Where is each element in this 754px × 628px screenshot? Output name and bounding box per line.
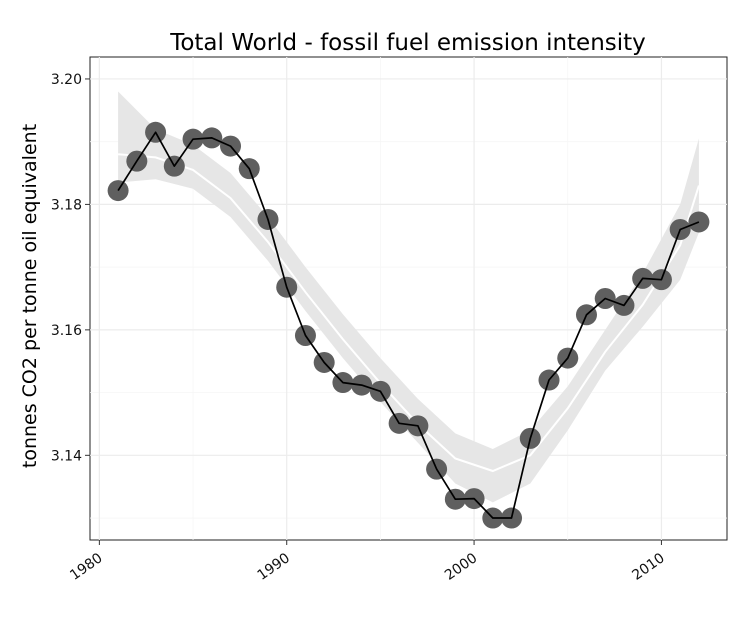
plot-area: 3.14 3.16 3.18 3.20 1980 1990 2000 2010 [51,56,728,584]
data-point [688,211,710,233]
y-tick-label: 3.16 [51,323,82,339]
series-line [117,131,700,519]
y-tick-label: 3.18 [51,197,82,213]
x-tick-label: 1990 [255,550,293,584]
y-axis-label: tonnes CO2 per tonne oil equivalent [19,124,41,468]
x-tick-label: 2010 [629,550,667,584]
chart-title: Total World - fossil fuel emission inten… [169,30,646,56]
y-tick-label: 3.20 [51,72,82,88]
y-tick-label: 3.14 [51,448,82,464]
x-tick-label: 1980 [67,550,105,584]
data-point [107,180,129,202]
x-tick-label: 2000 [442,550,480,584]
